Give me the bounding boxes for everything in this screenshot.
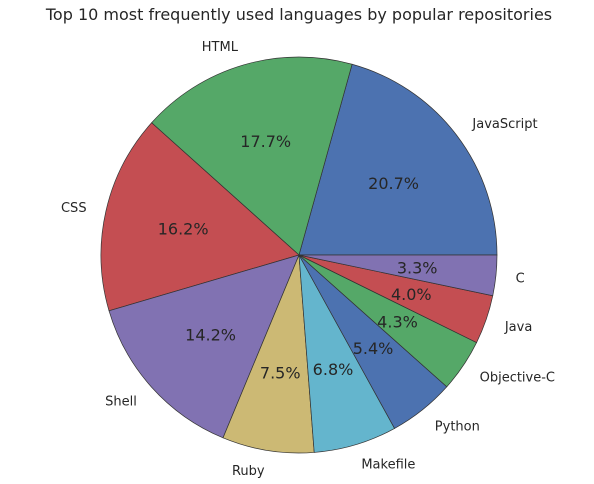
- pie-slices: [100, 56, 498, 454]
- slice-percent-css: 16.2%: [158, 220, 209, 239]
- pie-slice-javascript: [298, 63, 498, 256]
- pie-slice-css: [100, 122, 300, 312]
- slice-name-labels: JavaScript HTML CSS Shell Ruby Makefile Python…: [61, 40, 555, 479]
- slice-label-javascript: JavaScript: [471, 117, 537, 132]
- slice-percent-java: 4.0%: [391, 285, 432, 304]
- slice-percent-makefile: 6.8%: [313, 360, 354, 379]
- slice-percent-html: 17.7%: [240, 132, 291, 151]
- slice-label-python: Python: [435, 419, 480, 434]
- slice-label-html: HTML: [202, 40, 239, 55]
- slice-label-objective-c: Objective-C: [480, 371, 555, 386]
- slice-percent-python: 5.4%: [353, 339, 394, 358]
- slice-label-c: C: [516, 272, 525, 287]
- slice-percent-objective-c: 4.3%: [377, 312, 418, 331]
- slice-percent-shell: 14.2%: [185, 325, 236, 344]
- slice-label-ruby: Ruby: [232, 464, 265, 479]
- slice-label-makefile: Makefile: [361, 458, 415, 473]
- slice-label-css: CSS: [61, 201, 87, 216]
- slice-label-java: Java: [504, 320, 532, 335]
- pie-slice-shell: [108, 254, 300, 439]
- slice-label-shell: Shell: [105, 394, 137, 409]
- slice-percent-c: 3.3%: [397, 258, 438, 277]
- slice-percent-javascript: 20.7%: [368, 174, 419, 193]
- chart-title: Top 10 most frequently used languages by…: [45, 5, 552, 24]
- slice-percent-labels: 20.7% 17.7% 16.2% 14.2% 7.5% 6.8% 5.4% 4.3% 4.0%…: [158, 132, 438, 382]
- slice-percent-ruby: 7.5%: [260, 363, 301, 382]
- pie-slice-html: [151, 56, 353, 256]
- pie-slice-c: [298, 254, 498, 297]
